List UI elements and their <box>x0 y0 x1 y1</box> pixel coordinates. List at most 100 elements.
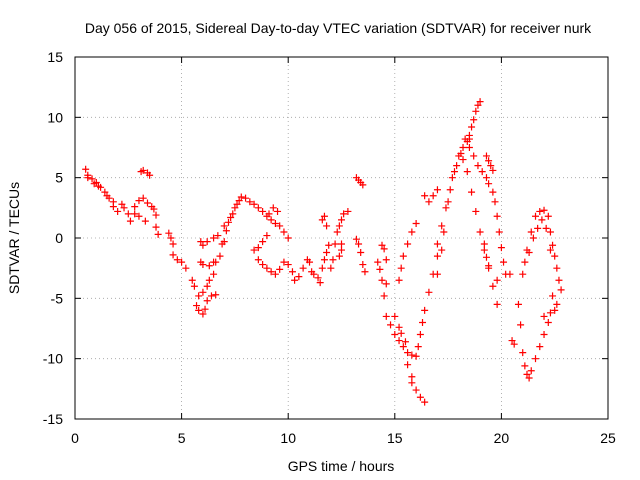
data-point <box>463 168 471 176</box>
data-point <box>474 101 482 109</box>
data-point <box>444 198 452 206</box>
data-point <box>335 222 343 230</box>
data-point <box>173 256 181 264</box>
data-point <box>284 261 292 269</box>
data-point <box>101 188 109 196</box>
data-point <box>126 217 134 225</box>
data-point <box>310 270 318 278</box>
data-point <box>203 238 211 246</box>
data-point <box>523 370 531 378</box>
data-point <box>391 331 399 339</box>
data-point <box>233 200 241 208</box>
data-point <box>103 192 111 200</box>
data-point <box>82 165 90 173</box>
data-point <box>421 192 429 200</box>
data-point <box>519 270 527 278</box>
data-point <box>433 270 441 278</box>
data-point <box>493 212 501 220</box>
data-point <box>500 258 508 266</box>
data-point <box>325 241 333 249</box>
data-point <box>497 244 505 252</box>
data-point <box>269 204 277 212</box>
data-point <box>549 241 557 249</box>
data-point <box>399 343 407 351</box>
data-point <box>274 207 282 215</box>
data-point <box>416 393 424 401</box>
data-point <box>323 248 331 256</box>
data-point <box>250 246 258 254</box>
data-point <box>450 168 458 176</box>
data-point <box>207 292 215 300</box>
data-point <box>210 258 218 266</box>
data-point <box>210 234 218 242</box>
data-point <box>476 228 484 236</box>
data-point <box>421 306 429 314</box>
data-point <box>131 210 139 218</box>
data-point <box>472 107 480 115</box>
data-point <box>135 197 143 205</box>
data-point <box>267 268 275 276</box>
data-point <box>288 268 296 276</box>
data-point <box>414 343 422 351</box>
data-point <box>546 228 554 236</box>
data-point <box>480 246 488 254</box>
data-point <box>263 232 271 240</box>
data-point <box>259 207 267 215</box>
data-point <box>182 264 190 272</box>
data-point <box>227 213 235 221</box>
y-tick-label: -10 <box>43 351 63 367</box>
data-point <box>459 156 467 164</box>
data-point <box>542 224 550 232</box>
data-point <box>527 228 535 236</box>
data-point <box>94 182 102 190</box>
data-point <box>188 276 196 284</box>
data-point <box>276 265 284 273</box>
data-point <box>433 240 441 248</box>
data-point <box>514 300 522 308</box>
data-point <box>199 261 207 269</box>
data-point <box>382 312 390 320</box>
data-point <box>152 211 160 219</box>
data-point <box>446 186 454 194</box>
data-point <box>408 373 416 381</box>
data-point <box>323 222 331 230</box>
data-point <box>532 212 540 220</box>
data-point <box>355 240 363 248</box>
data-point <box>265 210 273 218</box>
data-point <box>549 292 557 300</box>
data-point <box>314 274 322 282</box>
y-tick-labels: -15 -10 -5 0 5 10 15 <box>43 49 63 427</box>
x-tick-label: 15 <box>387 430 403 446</box>
data-point <box>344 207 352 215</box>
data-point <box>242 194 250 202</box>
data-point <box>546 309 554 317</box>
y-tick-label: 0 <box>55 230 63 246</box>
data-point <box>114 207 122 215</box>
axis-ticks <box>74 56 609 420</box>
data-point <box>540 312 548 320</box>
data-point <box>352 235 360 243</box>
data-point <box>534 224 542 232</box>
data-point <box>280 258 288 266</box>
data-point <box>146 171 154 179</box>
data-point <box>485 157 493 165</box>
data-point <box>491 198 499 206</box>
data-point <box>382 256 390 264</box>
data-point <box>329 256 337 264</box>
data-point <box>553 264 561 272</box>
data-point <box>412 386 420 394</box>
data-point <box>433 186 441 194</box>
data-point <box>493 276 501 284</box>
data-point <box>316 279 324 287</box>
data-point <box>485 180 493 188</box>
data-point <box>482 174 490 182</box>
data-point <box>482 152 490 160</box>
data-point <box>476 98 484 106</box>
y-axis-label: SDTVAR / TECUs <box>6 182 22 294</box>
data-point <box>378 241 386 249</box>
data-point <box>495 228 503 236</box>
data-point <box>150 205 158 213</box>
data-point <box>237 193 245 201</box>
data-point <box>318 264 326 272</box>
